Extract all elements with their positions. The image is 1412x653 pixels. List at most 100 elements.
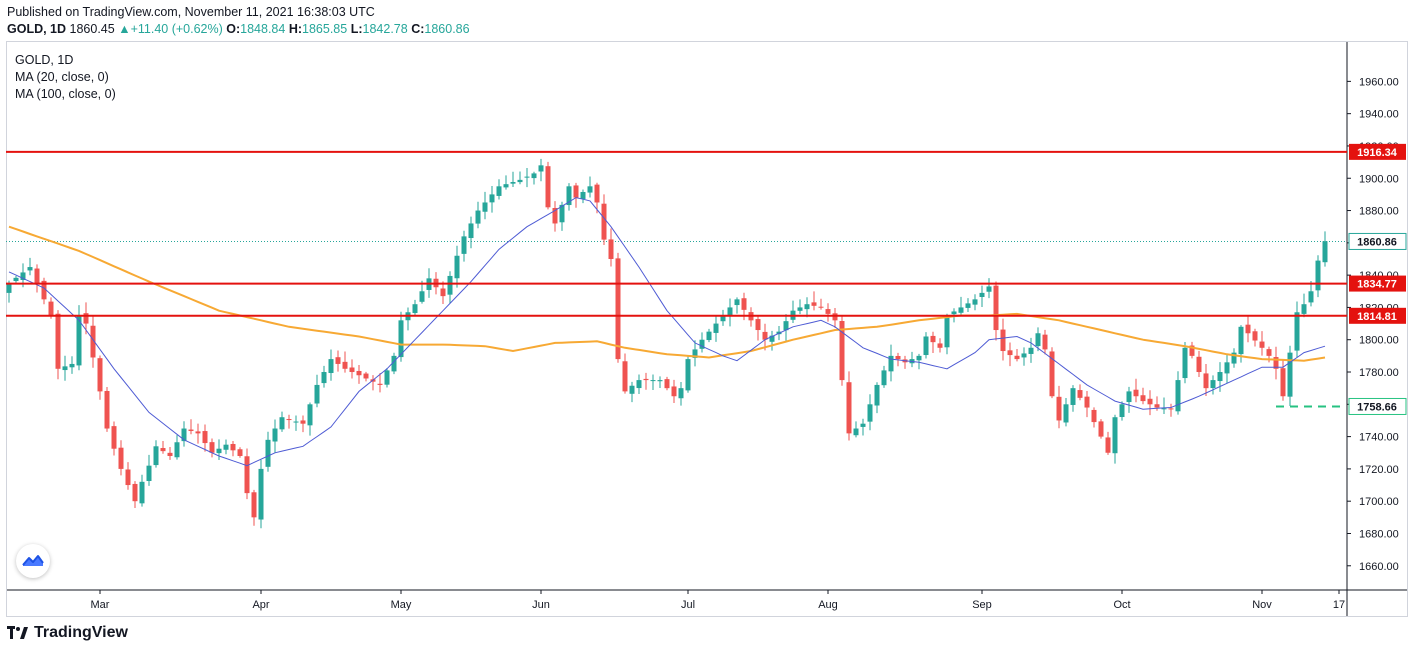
candle-body [1315,260,1321,291]
candle-body [734,299,740,306]
candle-body [230,443,236,451]
candle-body [587,186,593,193]
x-tick-label: Nov [1252,599,1272,611]
candle-body [993,285,999,331]
footer-logo[interactable]: TradingView [7,624,128,642]
y-tick-label: 1740.00 [1359,432,1399,444]
candle-body [132,483,138,502]
level-label-box [1349,275,1406,292]
low-value: 1842.78 [362,22,408,36]
candle-body [923,336,929,356]
candle-body [629,385,635,394]
ma20-line [8,197,1326,467]
candle-body [104,390,110,429]
candle-body [650,380,656,382]
candle-body [69,363,75,368]
candle-body [1028,347,1034,354]
candle-body [762,331,768,340]
candle-body [559,204,565,223]
candle-body [48,301,54,316]
candle-body [209,442,215,453]
candle-body [461,236,467,254]
candle-body [1168,408,1174,410]
candle-body [1266,349,1272,356]
candle-body [181,428,187,442]
candle-body [1021,353,1027,358]
candle-body [538,165,544,172]
level-label: 1758.66 [1357,401,1397,413]
candle-body [657,380,663,382]
candle-body [811,302,817,306]
candle-body [685,359,691,391]
candle-body [244,456,250,494]
candle-body [972,299,978,305]
candle-body [1217,372,1223,382]
open-value: 1848.84 [240,22,286,36]
candle-body [804,304,810,310]
candle-body [825,309,831,314]
y-tick-label: 1900.00 [1359,173,1399,185]
candle-body [692,349,698,358]
footer-brand: TradingView [34,624,128,641]
candle-body [195,431,201,434]
candle-body [524,176,530,178]
candle-body [90,325,96,358]
candle-body [1133,389,1139,397]
candle-body [531,173,537,179]
chart-background [6,41,1408,617]
y-tick-label: 1960.00 [1359,76,1399,88]
candle-body [503,184,509,188]
candle-body [1119,404,1125,418]
candle-body [321,372,327,384]
candle-body [1126,391,1132,403]
candle-body [818,306,824,308]
candle-body [1042,334,1048,350]
level-label: 1834.77 [1357,279,1397,291]
candle-body [20,272,26,280]
candle-body [839,320,845,381]
candle-body [300,420,306,424]
candle-body [6,283,12,293]
candle-body [482,202,488,212]
candle-body [419,291,425,302]
candle-body [832,313,838,321]
candle-body [1294,312,1300,351]
candle-body [601,203,607,240]
candle-body [1259,341,1265,348]
price-chart[interactable]: 1660.001680.001700.001720.001740.001760.… [6,41,1408,617]
candle-body [293,421,299,423]
candle-body [860,423,866,427]
candle-body [566,186,572,206]
y-tick-label: 1680.00 [1359,528,1399,540]
tradingview-badge-icon[interactable] [16,544,50,578]
candle-body [580,191,586,200]
candle-body [349,367,355,373]
candle-body [755,319,761,331]
legend-title: GOLD, 1D [15,53,74,67]
candle-body [202,431,208,444]
candle-body [797,307,803,311]
legend-ma100: MA (100, close, 0) [15,87,116,101]
candle-body [412,304,418,314]
candle-body [139,481,145,504]
candle-body [307,404,313,426]
candle-body [874,384,880,406]
candle-body [937,343,943,348]
candle-body [1112,417,1118,454]
chart-area[interactable]: 1660.001680.001700.001720.001740.001760.… [6,41,1408,617]
candle-body [1147,398,1153,405]
level-label: 1814.81 [1357,311,1397,323]
high-value: 1865.85 [302,22,348,36]
candle-body [573,185,579,198]
last-price-label: 1860.86 [1357,236,1397,248]
candle-body [13,277,19,282]
candle-body [1014,355,1020,360]
candle-body [1203,373,1209,389]
change-arrow-icon: ▲ [118,22,131,36]
high-label: H: [288,22,303,36]
low-label: L: [350,22,363,36]
candle-body [986,286,992,292]
last-price: 1860.45 [69,22,115,36]
candle-body [1007,350,1013,356]
candle-body [314,384,320,404]
